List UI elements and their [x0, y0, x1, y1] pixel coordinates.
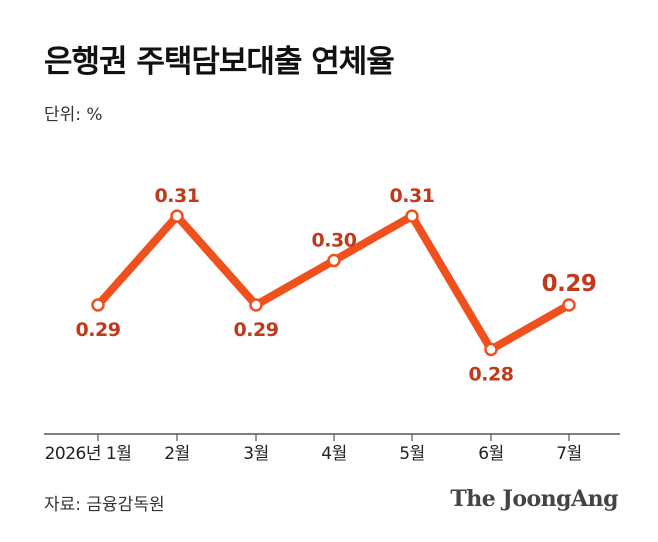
data-point	[249, 298, 263, 312]
x-tick-label: 7월	[556, 444, 581, 464]
data-label: 0.29	[76, 319, 121, 341]
x-tick-label: 2월	[164, 444, 189, 464]
data-label: 0.29	[234, 319, 279, 341]
x-tick-label: 3월	[243, 444, 268, 464]
data-label: 0.28	[469, 363, 514, 385]
x-tick-label: 4월	[321, 444, 346, 464]
data-point	[91, 298, 105, 312]
data-point	[562, 298, 576, 312]
data-point	[170, 209, 184, 223]
data-label: 0.31	[155, 185, 200, 207]
source-label: 자료: 금융감독원	[44, 495, 165, 515]
data-label: 0.29	[542, 271, 597, 297]
data-label: 0.30	[312, 230, 357, 252]
x-tick-label: 2026년 1월	[45, 444, 132, 464]
data-label: 0.31	[390, 185, 435, 207]
x-tick-label: 5월	[399, 444, 424, 464]
data-point	[405, 209, 419, 223]
unit-label: 단위: %	[44, 105, 103, 125]
brand-logo: The JoongAng	[450, 486, 618, 512]
data-point	[484, 342, 498, 357]
chart-title: 은행권 주택담보대출 연체율	[44, 44, 395, 80]
x-tick-label: 6월	[478, 444, 503, 464]
data-point	[327, 253, 341, 268]
